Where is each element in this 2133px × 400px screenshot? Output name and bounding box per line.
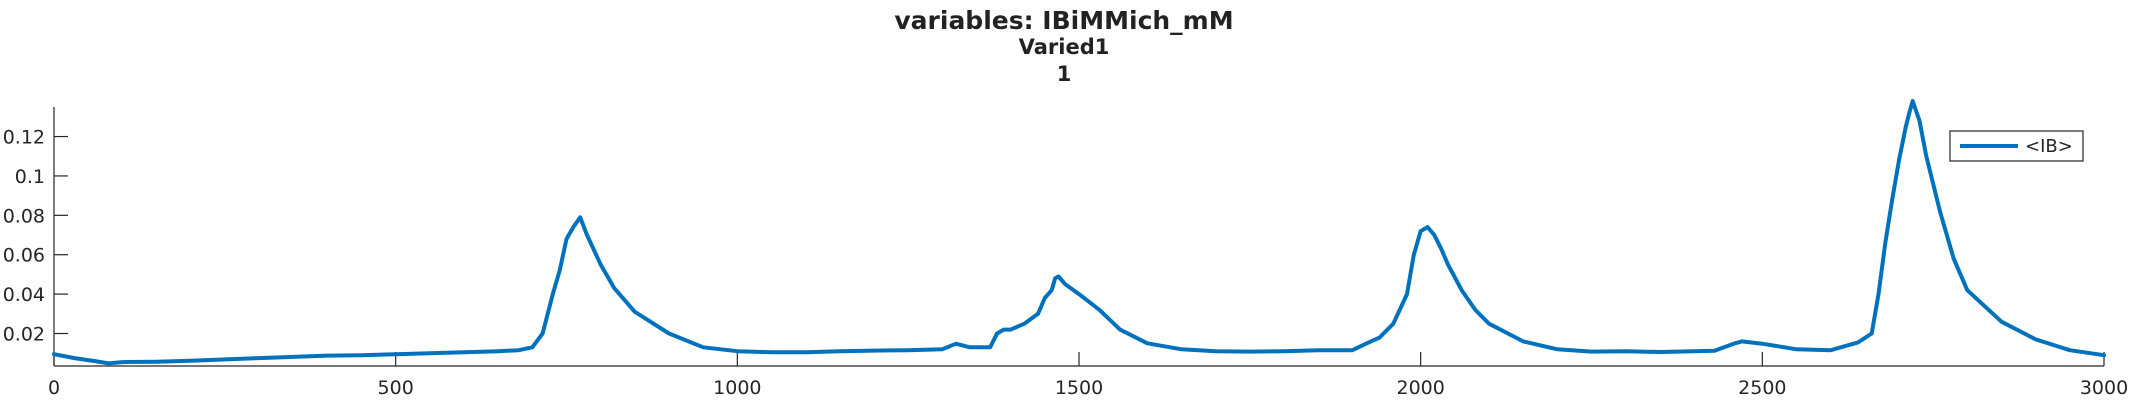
axes (53, 107, 2104, 367)
legend: <IB> (1949, 130, 2084, 162)
y-tick-labels: 0.02 0.04 0.06 0.08 0.1 0.12 (3, 127, 45, 346)
y-tick-label: 0.04 (3, 284, 45, 306)
x-tick-label: 3000 (2080, 377, 2128, 399)
tick-marks (53, 135, 2105, 366)
chart-subtitle-2: 1 (1057, 62, 1072, 86)
y-tick-label: 0.02 (3, 324, 45, 346)
legend-entry-label: <IB> (2025, 136, 2073, 157)
x-tick-labels: 0 500 1000 1500 2000 2500 3000 (48, 377, 2128, 399)
x-tick-label: 500 (378, 377, 414, 399)
x-tick-label: 1000 (713, 377, 761, 399)
chart-title: variables: IBiMMich_mM (894, 6, 1233, 35)
x-tick-label: 1500 (1055, 377, 1103, 399)
y-tick-label: 0.12 (3, 127, 45, 149)
x-tick-label: 2000 (1396, 377, 1444, 399)
x-tick-label: 2500 (1738, 377, 1786, 399)
plot-area (52, 99, 2106, 366)
y-tick-label: 0.08 (3, 205, 45, 227)
y-tick-label: 0.06 (3, 245, 45, 267)
series-line (52, 99, 2106, 366)
chart-subtitle: Varied1 (1019, 35, 1110, 59)
x-tick-label: 0 (48, 377, 60, 399)
y-tick-label: 0.1 (15, 166, 45, 188)
